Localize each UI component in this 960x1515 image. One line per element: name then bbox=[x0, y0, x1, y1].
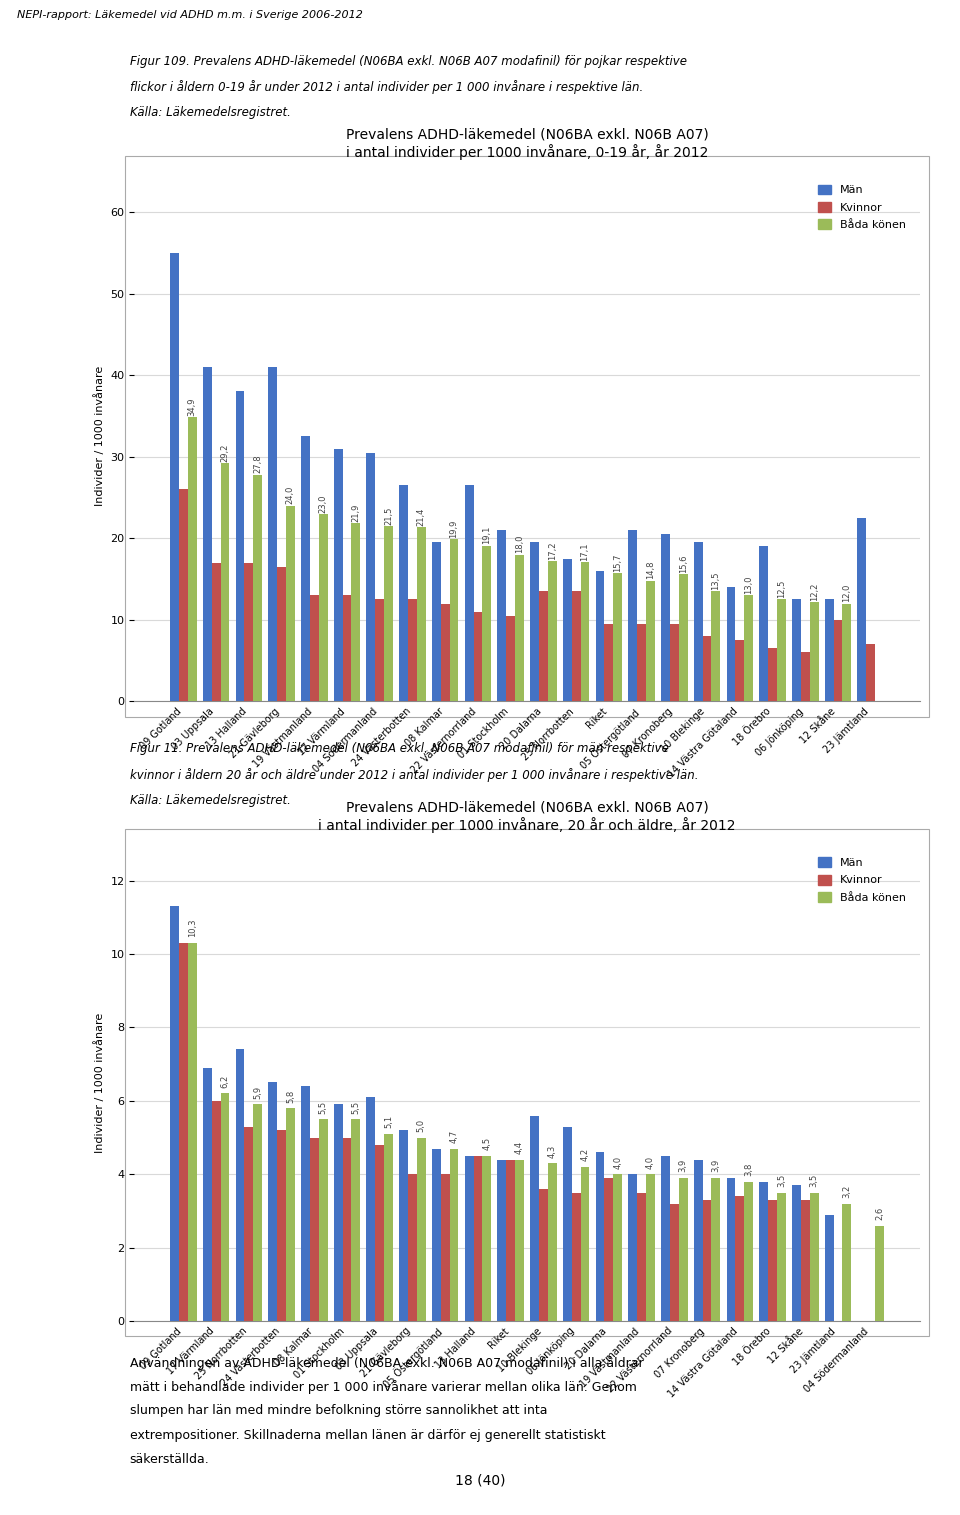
Bar bbox=[286, 1107, 295, 1321]
Bar bbox=[694, 1159, 703, 1321]
Bar bbox=[245, 562, 253, 701]
Bar bbox=[581, 562, 589, 701]
Bar bbox=[581, 1167, 589, 1321]
Bar bbox=[375, 600, 384, 701]
Bar bbox=[605, 624, 613, 701]
Text: 15,7: 15,7 bbox=[613, 553, 622, 573]
Bar bbox=[629, 1174, 637, 1321]
Text: flickor i åldern 0-19 år under 2012 i antal individer per 1 000 invånare i respe: flickor i åldern 0-19 år under 2012 i an… bbox=[130, 80, 643, 94]
Bar bbox=[179, 942, 188, 1321]
Text: 21,4: 21,4 bbox=[417, 508, 426, 526]
Bar bbox=[203, 367, 211, 701]
Bar bbox=[449, 539, 459, 701]
Bar bbox=[384, 526, 393, 701]
Text: 13,5: 13,5 bbox=[711, 571, 720, 589]
Text: 5,5: 5,5 bbox=[351, 1100, 360, 1114]
Bar bbox=[384, 1133, 393, 1321]
Bar bbox=[310, 1138, 319, 1321]
Bar bbox=[637, 1192, 646, 1321]
Bar bbox=[539, 1189, 548, 1321]
Bar bbox=[408, 1174, 417, 1321]
Bar bbox=[408, 600, 417, 701]
Bar bbox=[605, 1179, 613, 1321]
Bar bbox=[417, 1138, 425, 1321]
Text: 18,0: 18,0 bbox=[515, 535, 524, 553]
Bar bbox=[629, 530, 637, 701]
Bar bbox=[367, 1097, 375, 1321]
Bar bbox=[375, 1145, 384, 1321]
Bar bbox=[661, 1156, 670, 1321]
Bar bbox=[563, 559, 572, 701]
Bar bbox=[235, 391, 245, 701]
Bar bbox=[563, 1127, 572, 1321]
Bar bbox=[253, 474, 262, 701]
Bar bbox=[670, 1203, 679, 1321]
Bar bbox=[866, 644, 876, 701]
Y-axis label: Individer / 1000 invånare: Individer / 1000 invånare bbox=[94, 367, 105, 506]
Bar bbox=[343, 1138, 351, 1321]
Bar bbox=[759, 547, 768, 701]
Bar bbox=[833, 620, 843, 701]
Bar bbox=[211, 562, 221, 701]
Bar bbox=[679, 574, 687, 701]
Text: 3,5: 3,5 bbox=[809, 1174, 819, 1188]
Bar bbox=[351, 523, 360, 701]
Text: 13,0: 13,0 bbox=[744, 576, 754, 594]
Text: 23,0: 23,0 bbox=[319, 494, 327, 512]
Bar bbox=[613, 573, 622, 701]
Bar bbox=[595, 1153, 605, 1321]
Text: slumpen har län med mindre befolkning större sannolikhet att inta: slumpen har län med mindre befolkning st… bbox=[130, 1404, 547, 1418]
Bar bbox=[506, 1159, 516, 1321]
Bar bbox=[679, 1179, 687, 1321]
Bar bbox=[768, 1200, 777, 1321]
Text: 4,4: 4,4 bbox=[515, 1141, 524, 1154]
Bar bbox=[211, 1101, 221, 1321]
Text: 3,8: 3,8 bbox=[744, 1162, 754, 1176]
Bar bbox=[792, 600, 801, 701]
Text: 3,9: 3,9 bbox=[679, 1159, 687, 1173]
Bar bbox=[711, 1179, 720, 1321]
Bar bbox=[286, 506, 295, 701]
Bar bbox=[188, 417, 197, 701]
Bar bbox=[801, 1200, 809, 1321]
Bar bbox=[253, 1104, 262, 1321]
Text: 12,0: 12,0 bbox=[842, 583, 852, 603]
Bar bbox=[572, 1192, 581, 1321]
Bar bbox=[646, 580, 655, 701]
Text: 15,6: 15,6 bbox=[679, 554, 687, 573]
Bar bbox=[432, 1148, 441, 1321]
Text: Källa: Läkemedelsregistret.: Källa: Läkemedelsregistret. bbox=[130, 106, 291, 120]
Text: 4,0: 4,0 bbox=[646, 1156, 655, 1168]
Bar bbox=[319, 1120, 327, 1321]
Bar bbox=[801, 653, 809, 701]
Bar bbox=[506, 615, 516, 701]
Bar bbox=[319, 514, 327, 701]
Bar bbox=[548, 1164, 557, 1321]
Bar bbox=[735, 1197, 744, 1321]
Text: 5,0: 5,0 bbox=[417, 1120, 426, 1132]
Bar bbox=[334, 448, 343, 701]
Bar bbox=[449, 1148, 459, 1321]
Bar bbox=[221, 464, 229, 701]
Bar bbox=[465, 485, 473, 701]
Text: 6,2: 6,2 bbox=[221, 1074, 229, 1088]
Text: säkerställda.: säkerställda. bbox=[130, 1453, 209, 1467]
Text: 5,1: 5,1 bbox=[384, 1115, 393, 1129]
Text: 24,0: 24,0 bbox=[286, 486, 295, 504]
Bar bbox=[694, 542, 703, 701]
Bar bbox=[539, 591, 548, 701]
Text: 14,8: 14,8 bbox=[646, 561, 655, 579]
Bar bbox=[399, 1130, 408, 1321]
Text: 4,3: 4,3 bbox=[548, 1144, 557, 1157]
Bar bbox=[809, 1192, 819, 1321]
Text: 17,1: 17,1 bbox=[581, 542, 589, 561]
Title: Prevalens ADHD-läkemedel (N06BA exkl. N06B A07)
i antal individer per 1000 invån: Prevalens ADHD-läkemedel (N06BA exkl. N0… bbox=[346, 127, 708, 161]
Text: 17,2: 17,2 bbox=[548, 541, 557, 561]
Bar bbox=[646, 1174, 655, 1321]
Bar bbox=[465, 1156, 473, 1321]
Text: Figur 11. Prevalens ADHD-läkemedel (N06BA exkl. N06B A07 modafinil) för män resp: Figur 11. Prevalens ADHD-läkemedel (N06B… bbox=[130, 742, 668, 756]
Legend: Män, Kvinnor, Båda könen: Män, Kvinnor, Båda könen bbox=[814, 853, 911, 907]
Title: Prevalens ADHD-läkemedel (N06BA exkl. N06B A07)
i antal individer per 1000 invån: Prevalens ADHD-läkemedel (N06BA exkl. N0… bbox=[319, 800, 735, 833]
Bar bbox=[334, 1104, 343, 1321]
Bar bbox=[245, 1127, 253, 1321]
